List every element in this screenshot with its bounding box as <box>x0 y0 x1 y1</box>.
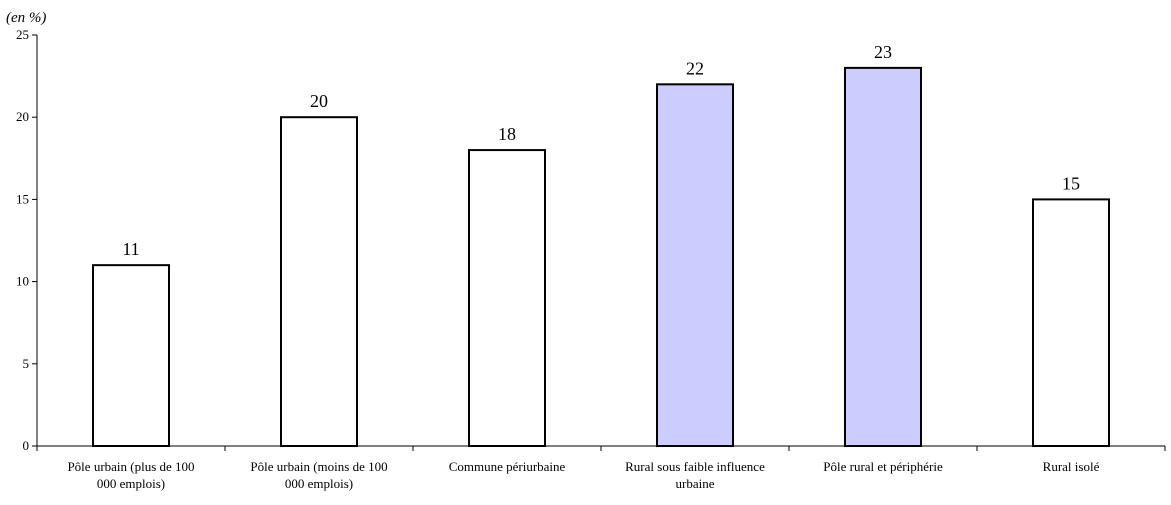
y-tick-label: 5 <box>23 356 30 371</box>
category-label: Pôle urbain (plus de 100 000 emplois) <box>67 459 194 491</box>
data-labels-group: 11 20 18 22 23 15 <box>122 42 1080 259</box>
bars-group <box>92 66 1110 448</box>
data-label: 22 <box>686 58 704 78</box>
bar <box>280 116 358 447</box>
bar <box>844 66 922 447</box>
bar <box>92 264 170 447</box>
data-label: 23 <box>874 42 892 62</box>
bar <box>468 149 546 448</box>
y-tick-label: 0 <box>23 438 30 453</box>
bar <box>1032 198 1110 447</box>
data-label: 18 <box>498 124 516 144</box>
category-label: Commune périurbaine <box>449 459 566 474</box>
category-label: Rural sous faible influence urbaine <box>625 459 765 491</box>
category-label: Rural isolé <box>1043 459 1100 474</box>
y-tick-label: 25 <box>16 27 29 42</box>
y-tick-label: 10 <box>16 274 29 289</box>
data-label: 11 <box>122 239 139 259</box>
category-labels-group: Pôle urbain (plus de 100 000 emplois) Pôle… <box>67 459 1099 491</box>
category-label: Pôle urbain (moins de 100 000 emplois) <box>250 459 387 491</box>
y-axis: 0 5 10 15 20 25 <box>16 27 38 453</box>
y-tick-label: 20 <box>16 109 29 124</box>
data-label: 15 <box>1062 173 1080 193</box>
category-label: Pôle rural et périphérie <box>823 459 943 474</box>
x-axis <box>36 445 1166 451</box>
data-label: 20 <box>310 91 328 111</box>
unit-label: (en %) <box>6 10 46 26</box>
y-tick-label: 15 <box>16 191 29 206</box>
bar <box>656 83 734 447</box>
